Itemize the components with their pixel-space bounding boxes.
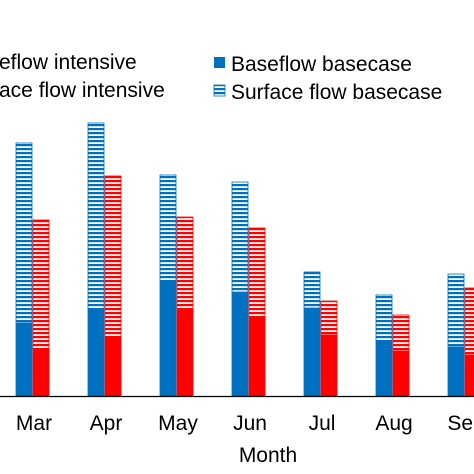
bar-may-surface-flow-basecase [159,174,177,283]
bar-mar-baseflow-intensive [32,348,50,397]
legend-label-baseflow-intensive: eflow intensive [0,51,137,74]
x-tick-label-sep: Sep [447,412,474,435]
bar-sep-surface-flow-intensive [464,287,474,356]
legend-swatch-surface-flow-basecase [213,84,226,97]
bar-aug-baseflow-intensive [392,350,410,397]
bar-jul-surface-flow-basecase [303,271,321,309]
x-tick-label-jul: Jul [309,412,336,435]
bar-jun-baseflow-intensive [248,316,266,397]
bar-apr-surface-flow-intensive [104,175,122,338]
bar-may-baseflow-intensive [176,309,194,397]
x-tick-label-mar: Mar [16,412,52,435]
bar-sep-surface-flow-basecase [447,273,465,348]
x-tick-label-may: May [158,412,198,435]
bar-aug-baseflow-basecase [375,340,393,397]
bar-jul-baseflow-intensive [320,334,338,397]
legend-label-surface-flow-basecase: Surface flow basecase [231,81,442,104]
bar-sep-baseflow-basecase [447,346,465,397]
bar-aug-surface-flow-basecase [375,294,393,342]
bar-jul-baseflow-basecase [303,307,321,397]
bar-jun-baseflow-basecase [231,291,249,397]
bar-jun-surface-flow-basecase [231,181,249,293]
legend-swatch-baseflow-basecase [214,57,225,68]
legend-label-baseflow-basecase: Baseflow basecase [231,53,412,76]
bar-jul-surface-flow-intensive [320,300,338,336]
bar-may-baseflow-basecase [159,281,177,397]
bar-jun-surface-flow-intensive [248,227,266,318]
bar-aug-surface-flow-intensive [392,314,410,352]
bar-apr-baseflow-intensive [104,336,122,397]
bar-apr-baseflow-basecase [87,308,105,397]
x-tick-labels: Mar Apr May Jun Jul Aug Sep [16,412,474,435]
x-tick-label-jun: Jun [233,412,267,435]
bar-sep-baseflow-intensive [464,354,474,397]
bars [15,122,474,397]
bar-mar-surface-flow-basecase [15,142,33,324]
legend: eflow intensive ace flow intensive Basef… [0,51,442,104]
x-tick-label-aug: Aug [375,412,412,435]
x-tick-label-apr: Apr [90,412,123,435]
bar-apr-surface-flow-basecase [87,122,105,310]
x-axis-label: Month [239,444,297,467]
bar-mar-surface-flow-intensive [32,219,50,350]
legend-label-surface-flow-intensive: ace flow intensive [0,79,165,102]
bar-mar-baseflow-basecase [15,322,33,397]
bar-may-surface-flow-intensive [176,216,194,311]
